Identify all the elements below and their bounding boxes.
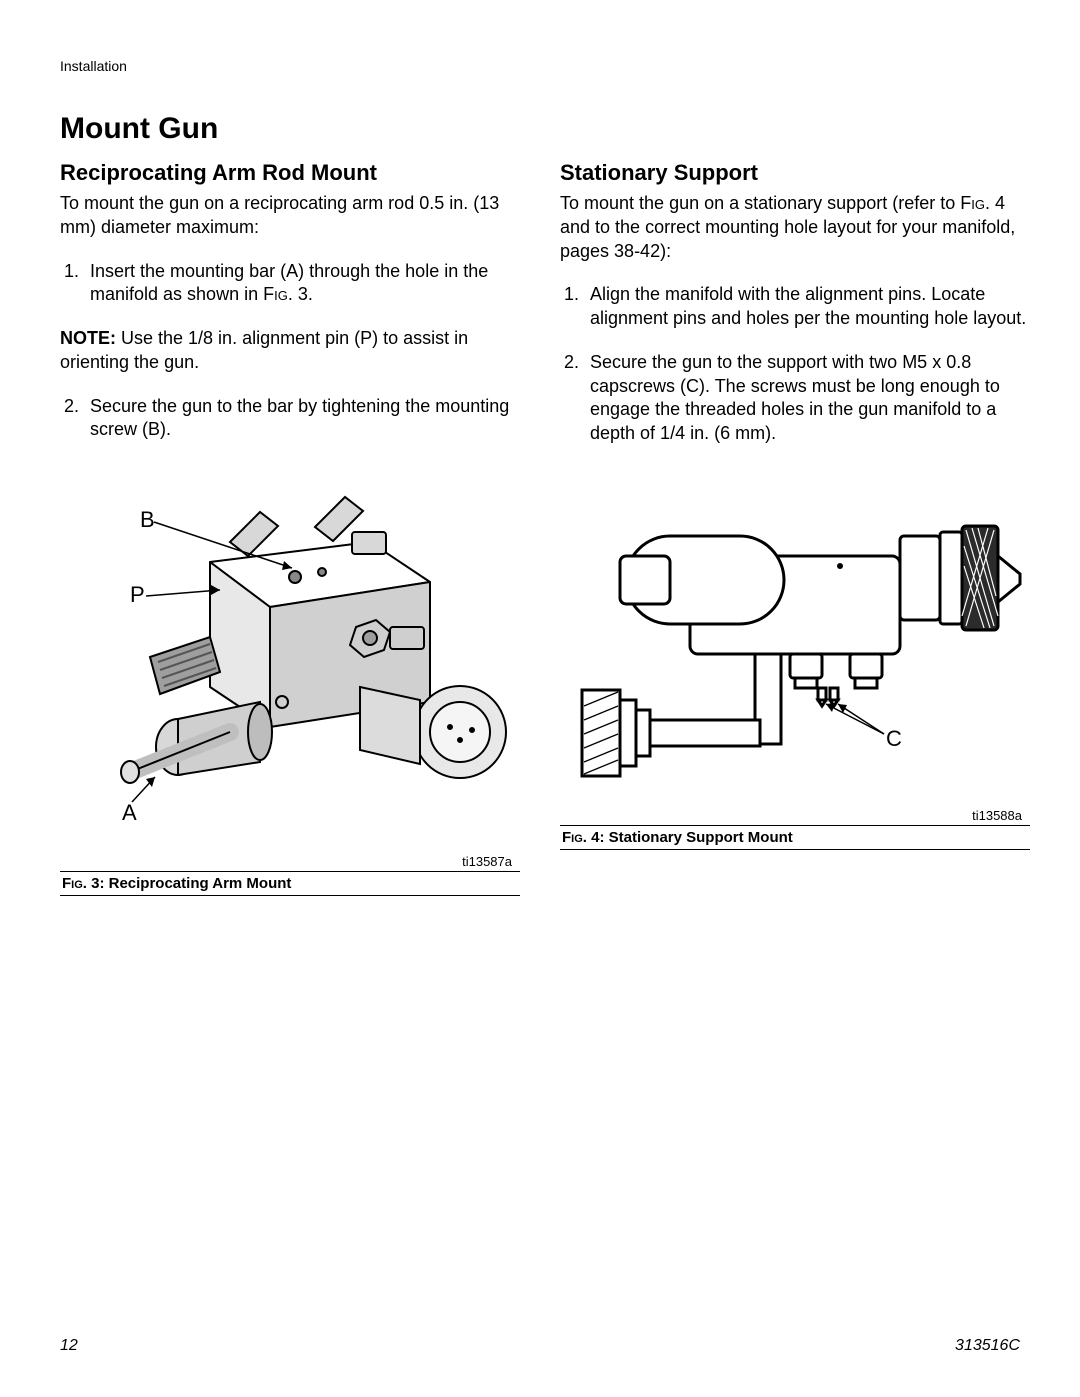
section-header: Installation <box>60 58 1020 74</box>
fig4-label-C: C <box>886 726 902 751</box>
right-intro-figref: Fig <box>960 193 985 213</box>
fig3-label-A: A <box>122 800 137 825</box>
left-note: NOTE: Use the 1/8 in. alignment pin (P) … <box>60 327 520 375</box>
left-step-1: Insert the mounting bar (A) through the … <box>84 260 520 308</box>
right-step-2: Secure the gun to the support with two M… <box>584 351 1030 446</box>
figure-4-caption-prefix: Fig <box>562 829 583 846</box>
page-footer: 12 313516C <box>60 1337 1020 1355</box>
right-column: Stationary Support To mount the gun on a… <box>560 160 1030 896</box>
fig3-label-P: P <box>130 582 145 607</box>
right-subtitle: Stationary Support <box>560 160 1030 186</box>
note-body: Use the 1/8 in. alignment pin (P) to ass… <box>60 328 468 372</box>
figure-3-caption: Fig. 3: Reciprocating Arm Mount <box>60 871 520 896</box>
left-steps-2: Secure the gun to the bar by tightening … <box>60 395 520 443</box>
page-title: Mount Gun <box>60 112 1020 146</box>
note-label: NOTE: <box>60 328 116 348</box>
figure-3-image-id: ti13587a <box>60 854 520 869</box>
right-intro: To mount the gun on a stationary support… <box>560 192 1030 263</box>
figure-4-svg: C <box>560 466 1030 806</box>
fig3-label-B: B <box>140 507 155 532</box>
figure-4-image-id: ti13588a <box>560 808 1030 823</box>
left-column: Reciprocating Arm Rod Mount To mount the… <box>60 160 520 896</box>
left-step-1-tail: . 3. <box>288 284 313 304</box>
figure-4-caption-rest: . 4: Stationary Support Mount <box>583 829 793 846</box>
figure-4-caption: Fig. 4: Stationary Support Mount <box>560 825 1030 850</box>
left-steps-1: Insert the mounting bar (A) through the … <box>60 260 520 308</box>
figure-3-caption-prefix: Fig <box>62 875 83 892</box>
page: Installation Mount Gun Reciprocating Arm… <box>0 0 1080 1397</box>
right-intro-a: To mount the gun on a stationary support… <box>560 193 960 213</box>
left-step-1-figref: Fig <box>263 284 288 304</box>
figure-3-svg: B P A <box>60 472 520 852</box>
figure-4: C ti13588a Fig. 4: Stationary Support Mo… <box>560 466 1030 850</box>
doc-id: 313516C <box>955 1337 1020 1355</box>
left-subtitle: Reciprocating Arm Rod Mount <box>60 160 520 186</box>
figure-3-caption-rest: . 3: Reciprocating Arm Mount <box>83 875 292 892</box>
left-step-2: Secure the gun to the bar by tightening … <box>84 395 520 443</box>
right-step-1: Align the manifold with the alignment pi… <box>584 283 1030 331</box>
page-number: 12 <box>60 1337 78 1355</box>
two-column-layout: Reciprocating Arm Rod Mount To mount the… <box>60 160 1020 896</box>
figure-3: B P A ti13587a Fig. 3: Reciprocating Arm… <box>60 472 520 896</box>
left-intro: To mount the gun on a reciprocating arm … <box>60 192 520 240</box>
right-steps: Align the manifold with the alignment pi… <box>560 283 1030 446</box>
